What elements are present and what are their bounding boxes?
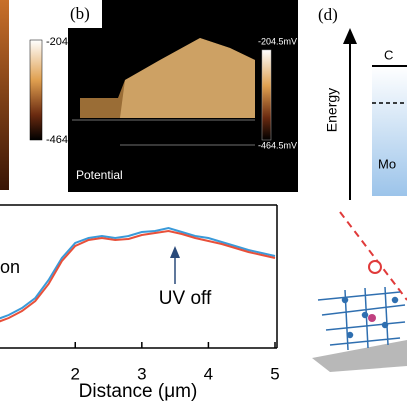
x-tick-label: 2	[71, 364, 80, 383]
surface	[120, 38, 255, 118]
legend-fragment: on	[0, 257, 20, 277]
x-tick-label: 4	[204, 364, 213, 383]
x-tick-label: 3	[137, 364, 146, 383]
x-axis-label: Distance (μm)	[79, 381, 198, 402]
band	[372, 66, 407, 196]
band-label: C	[384, 47, 393, 62]
series-line	[0, 226, 276, 320]
substrate	[312, 340, 407, 372]
colorbar	[261, 49, 272, 141]
scale-label: -464.5mV	[258, 140, 297, 150]
axis-label: Energy	[324, 88, 340, 132]
annotation: UV off	[159, 288, 212, 309]
afm-image	[0, 0, 9, 190]
panel-label: (d)	[318, 5, 338, 24]
series-line	[0, 229, 276, 323]
caption: Potential	[76, 168, 123, 182]
scale-label: -204.5mV	[258, 36, 297, 46]
panel-label: (b)	[70, 4, 90, 23]
colorbar	[29, 39, 43, 141]
band-label: Mo	[378, 156, 396, 171]
x-tick-label: 5	[270, 364, 279, 383]
line-chart: on UV off Distance (μm)	[0, 204, 278, 402]
